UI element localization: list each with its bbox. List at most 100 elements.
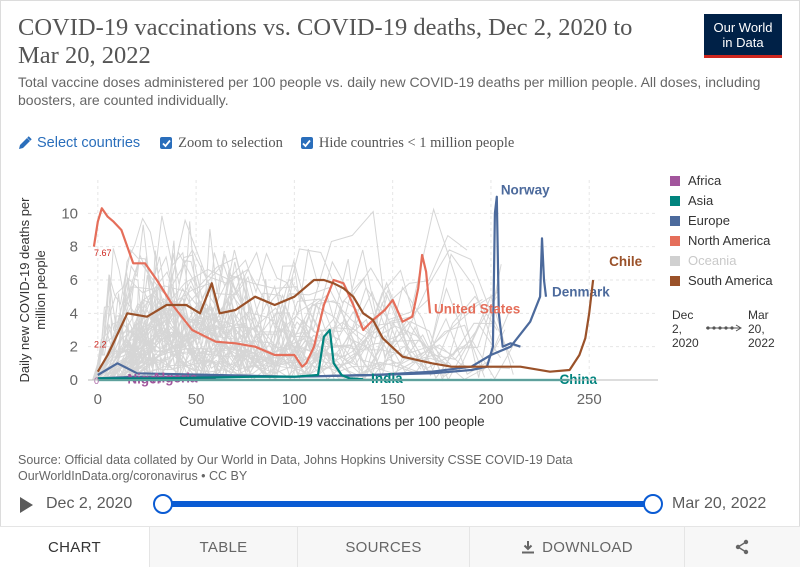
time-legend-end: Mar [748, 308, 769, 322]
y-axis-title-line-2: million people [33, 250, 48, 330]
timeline-slider: Dec 2, 2020 Mar 20, 2022 [0, 490, 800, 520]
checkbox-checked-icon [300, 137, 313, 149]
time-legend-arrowhead [735, 324, 742, 332]
timeline-start-handle[interactable] [153, 494, 173, 514]
timeline-end-handle[interactable] [643, 494, 663, 514]
timeline-start-date: Dec 2, 2020 [46, 495, 133, 512]
zoom-to-selection-label: Zoom to selection [178, 134, 283, 151]
background-country-line [129, 340, 452, 381]
source-line-1: Source: Official data collated by Our Wo… [18, 453, 573, 467]
background-country-line [94, 229, 225, 381]
timeline-end-date: Mar 20, 2022 [672, 495, 767, 512]
legend-swatch[interactable] [670, 276, 680, 286]
x-tick-label: 250 [577, 391, 602, 408]
start-value-label: 7.67 [94, 248, 112, 258]
start-value-label: 2.2 [94, 339, 107, 349]
time-legend-dot [718, 326, 722, 330]
legend-label[interactable]: Asia [688, 193, 714, 208]
chart-tabs: CHART TABLE SOURCES DOWNLOAD [0, 526, 800, 567]
time-legend-end: 20, [748, 322, 765, 336]
background-country-line [103, 299, 248, 381]
timeline-track[interactable] [162, 501, 652, 507]
background-country-line [111, 309, 329, 381]
time-legend-start: Dec [672, 308, 693, 322]
series-line-united-states[interactable] [92, 207, 432, 368]
tab-chart[interactable]: CHART [0, 527, 150, 567]
logo-line-2: in Data [722, 35, 764, 50]
background-country-line [108, 303, 291, 381]
x-tick-label: 150 [380, 391, 405, 408]
checkbox-checked-icon [160, 137, 173, 149]
share-icon [735, 539, 749, 555]
hide-small-countries-label: Hide countries < 1 million people [318, 134, 515, 151]
time-legend-dot [712, 326, 716, 330]
background-country-line [97, 249, 496, 381]
y-tick-label: 0 [70, 372, 78, 389]
tab-download-label: DOWNLOAD [542, 538, 633, 556]
background-country-line [92, 298, 316, 381]
source-line-2: OurWorldInData.org/coronavirus • CC BY [18, 469, 248, 483]
background-country-line [94, 224, 204, 381]
tab-sources[interactable]: SOURCES [298, 527, 470, 567]
background-country-lines [91, 207, 518, 382]
series-label-denmark: Denmark [552, 285, 610, 300]
select-countries-label: Select countries [37, 135, 141, 151]
background-country-line [112, 320, 335, 381]
series-label-norway: Norway [501, 183, 550, 198]
legend-label[interactable]: Africa [688, 173, 722, 188]
y-tick-label: 8 [70, 239, 78, 256]
tab-download[interactable]: DOWNLOAD [470, 527, 685, 567]
legend-label[interactable]: North America [688, 233, 771, 248]
background-country-line [126, 318, 397, 381]
legend-swatch[interactable] [670, 256, 680, 266]
tab-table[interactable]: TABLE [150, 527, 298, 567]
series-line-india[interactable] [97, 328, 364, 381]
time-legend-dot [706, 326, 710, 330]
legend-swatch[interactable] [670, 176, 680, 186]
zoom-to-selection-checkbox[interactable]: Zoom to selection [160, 135, 283, 152]
legend-label[interactable]: South America [688, 273, 773, 288]
play-icon[interactable] [20, 497, 33, 513]
legend-swatch[interactable] [670, 216, 680, 226]
background-country-line [105, 261, 438, 381]
series-label-india: India [371, 371, 403, 386]
background-country-line [122, 210, 500, 381]
background-country-line [96, 295, 498, 381]
owid-logo[interactable]: Our World in Data [704, 14, 782, 58]
legend-swatch[interactable] [670, 196, 680, 206]
time-legend-dot [730, 326, 734, 330]
source-note: Source: Official data collated by Our Wo… [18, 452, 573, 484]
hide-small-countries-checkbox[interactable]: Hide countries < 1 million people [300, 134, 515, 152]
background-country-line [93, 315, 156, 381]
series-line-chile[interactable] [96, 278, 595, 373]
series-label-chile: Chile [609, 254, 642, 269]
select-countries-button[interactable]: Select countries [18, 135, 140, 151]
logo-line-1: Our World [713, 20, 773, 35]
background-country-line [97, 258, 364, 381]
background-country-line [98, 338, 511, 381]
background-country-line [120, 253, 329, 381]
legend-swatch[interactable] [670, 236, 680, 246]
x-tick-label: 100 [282, 391, 307, 408]
time-legend-end: 2022 [748, 336, 775, 350]
tab-share[interactable] [685, 527, 799, 567]
legend-label[interactable]: Europe [688, 213, 730, 228]
y-tick-label: 10 [61, 205, 78, 222]
y-axis-title-line-1: Daily new COVID-19 deaths per [17, 197, 32, 383]
pencil-icon [19, 136, 32, 149]
chart-subtitle: Total vaccine doses administered per 100… [18, 74, 761, 108]
chart-controls: Select countries Zoom to selection Hide … [18, 134, 532, 152]
time-legend-dot [724, 326, 728, 330]
x-tick-label: 50 [188, 391, 205, 408]
legend-label[interactable]: Oceania [688, 253, 737, 268]
series-label-united-states: United States [434, 301, 520, 316]
y-tick-label: 2 [70, 339, 78, 356]
y-tick-label: 4 [70, 305, 78, 322]
time-legend-start: 2020 [672, 336, 699, 350]
background-country-line [118, 331, 422, 381]
start-value-label: 0 [94, 376, 99, 386]
background-country-line [120, 234, 468, 381]
x-axis-title: Cumulative COVID-19 vaccinations per 100… [179, 414, 484, 429]
